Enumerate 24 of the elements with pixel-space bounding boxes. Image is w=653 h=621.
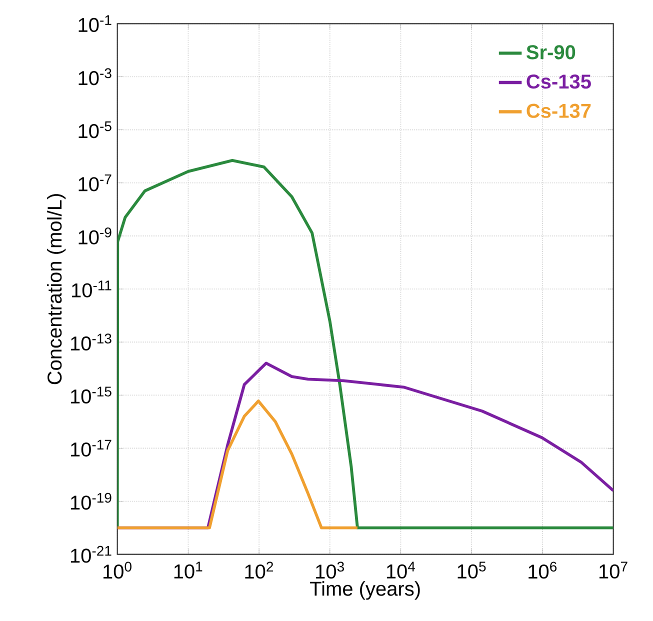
y-axis-title: Concentration (mol/L) [47, 194, 66, 384]
x-tick-label: 10$^{0}$ [104, 562, 132, 579]
legend-label: Cs-137 [526, 104, 591, 118]
x-tick-label: 10$^{1}$ [174, 562, 202, 579]
x-axis-title: Time (years) [310, 581, 420, 600]
y-tick-label: 10$^{-9}$ [78, 227, 112, 244]
x-tick-label: 10$^{3}$ [316, 562, 344, 579]
y-tick-label: 10$^{-15}$ [71, 386, 112, 404]
y-tick-label: 10$^{-5}$ [78, 121, 112, 138]
x-tick-label: 10$^{2}$ [245, 562, 274, 579]
y-tick-label: 10$^{-13}$ [71, 334, 112, 351]
y-tick-label: 10$^{-17}$ [71, 440, 112, 457]
y-tick-label: 10$^{-21}$ [71, 546, 112, 563]
y-tick-label: 10$^{-19}$ [71, 492, 112, 510]
legend-label: Sr-90 [526, 45, 576, 60]
y-tick-label: 10$^{-1}$ [78, 15, 112, 32]
x-tick-label: 10$^{5}$ [458, 562, 486, 579]
legend-label: Cs-135 [526, 74, 591, 89]
y-tick-label: 10$^{-3}$ [78, 68, 112, 86]
y-tick-label: 10$^{-11}$ [72, 280, 112, 298]
x-tick-label: 10$^{7}$ [600, 562, 628, 579]
x-tick-label: 10$^{6}$ [528, 562, 557, 579]
x-tick-label: 10$^{4}$ [386, 562, 416, 579]
y-tick-label: 10$^{-7}$ [78, 174, 112, 192]
